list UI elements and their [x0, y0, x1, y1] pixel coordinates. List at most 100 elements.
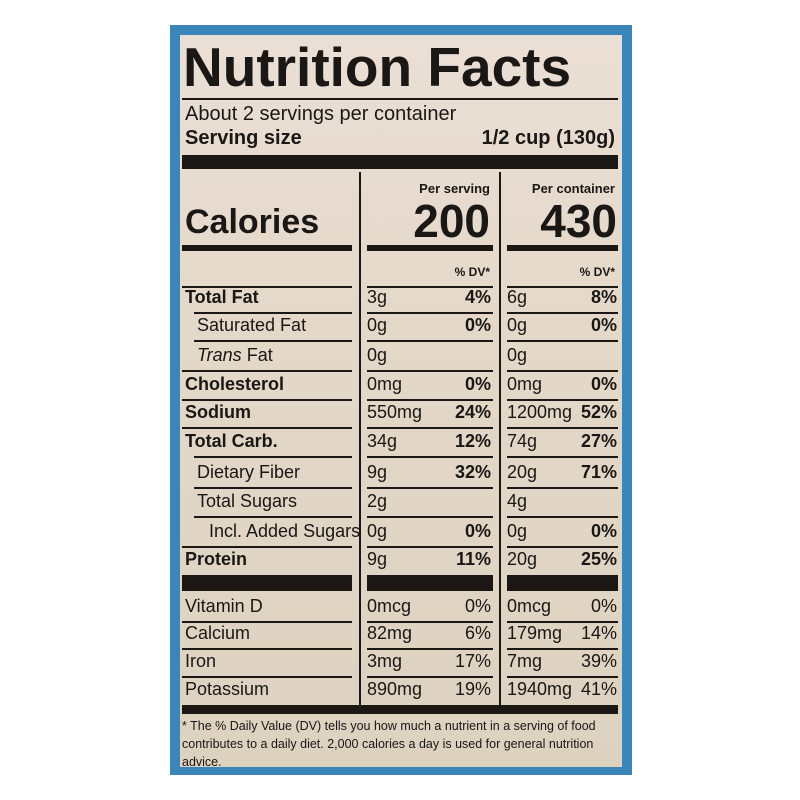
dv-container: 0% [590, 521, 617, 541]
serving-size-value: 1/2 cup (130g) [481, 127, 615, 149]
row-rule [182, 286, 352, 288]
row-rule [507, 399, 618, 401]
row-rule [507, 676, 618, 678]
row-rule [507, 621, 618, 623]
dv-container: 0% [590, 596, 617, 616]
row-rule [507, 370, 618, 372]
thick-rule [182, 575, 352, 591]
rule [507, 245, 618, 251]
nutrient-name: Cholesterol [185, 374, 285, 394]
row-rule [367, 546, 493, 548]
amount-container: 179mg [507, 623, 563, 643]
dv-container: 0% [590, 374, 617, 394]
dv-serving: 0% [464, 521, 491, 541]
row-rule [367, 312, 493, 314]
row-rule [194, 516, 352, 518]
nutrient-name: Sodium [185, 402, 251, 422]
thick-rule [507, 575, 618, 591]
row-rule [367, 370, 493, 372]
dv-container: 25% [580, 549, 617, 569]
row-rule [367, 286, 493, 288]
amount-serving: 3mg [367, 651, 403, 671]
nutrient-name: Total Carb. [185, 431, 278, 451]
row-rule [182, 427, 352, 429]
row-rule [194, 340, 352, 342]
row-rule [194, 487, 352, 489]
title: Nutrition Facts [183, 36, 572, 98]
row-rule [182, 676, 352, 678]
nutrient-name: Protein [185, 549, 248, 569]
amount-container: 20g [507, 462, 538, 482]
amount-container: 7mg [507, 651, 543, 671]
amount-serving: 2g [367, 491, 388, 511]
servings: About 2 servings per container [185, 103, 457, 125]
rule [182, 245, 352, 251]
dv-serving: 32% [454, 462, 491, 482]
row-rule [367, 516, 493, 518]
row-rule [367, 676, 493, 678]
nutrient-name: Iron [185, 651, 217, 671]
dv-container: 8% [590, 287, 617, 307]
column-rule [499, 172, 501, 712]
calories-label: Calories [185, 203, 320, 241]
dv-serving: 0% [464, 374, 491, 394]
nutrient-name: Saturated Fat [197, 315, 307, 335]
amount-serving: 0g [367, 521, 388, 541]
nutrient-name: Incl. Added Sugars [209, 521, 361, 541]
row-rule [367, 621, 493, 623]
dv-serving: 17% [454, 651, 491, 671]
dv-serving: 6% [464, 623, 491, 643]
amount-container: 0g [507, 345, 528, 365]
dv-serving: 0% [464, 596, 491, 616]
amount-container: 4g [507, 491, 528, 511]
row-rule [182, 399, 352, 401]
row-rule [367, 487, 493, 489]
amount-container: 0g [507, 315, 528, 335]
row-rule [194, 456, 352, 458]
rule [367, 245, 493, 251]
row-rule [182, 546, 352, 548]
footnote: * The % Daily Value (DV) tells you how m… [182, 719, 596, 769]
column-rule [359, 172, 361, 712]
thick-rule [182, 155, 618, 169]
nutrient-name: Trans Fat [197, 346, 273, 364]
amount-serving: 82mg [367, 623, 413, 643]
row-rule [367, 340, 493, 342]
col-container: Per container [531, 181, 615, 196]
nutrient-name: Calcium [185, 623, 251, 643]
calories-container: 430 [540, 195, 617, 247]
dv-container: 0% [590, 315, 617, 335]
amount-serving: 9g [367, 462, 388, 482]
dv-serving: 11% [455, 549, 491, 569]
amount-serving: 0g [367, 345, 388, 365]
amount-serving: 0mcg [367, 596, 412, 616]
row-rule [194, 312, 352, 314]
row-rule [182, 370, 352, 372]
dv-serving: 12% [454, 431, 491, 451]
amount-container: 1200mg [507, 402, 573, 422]
row-rule [507, 487, 618, 489]
amount-serving: 550mg [367, 402, 423, 422]
nutrient-name-italic: Trans [197, 345, 242, 365]
amount-serving: 0g [367, 315, 388, 335]
amount-container: 20g [507, 549, 538, 569]
amount-container: 0mcg [507, 596, 552, 616]
row-rule [182, 648, 352, 650]
amount-container: 0g [507, 521, 528, 541]
nutrient-name: Vitamin D [185, 596, 263, 616]
dv-header: % DV* [454, 265, 490, 279]
row-rule [367, 648, 493, 650]
row-rule [507, 312, 618, 314]
amount-container: 6g [507, 287, 528, 307]
dv-container: 71% [580, 462, 617, 482]
dv-container: 27% [580, 431, 617, 451]
thick-rule [182, 705, 618, 714]
dv-container: 39% [580, 651, 617, 671]
amount-container: 0mg [507, 374, 543, 394]
thick-rule [367, 575, 493, 591]
row-rule [507, 516, 618, 518]
dv-header: % DV* [579, 265, 615, 279]
amount-container: 74g [507, 431, 538, 451]
nutrient-name: Dietary Fiber [197, 462, 301, 482]
